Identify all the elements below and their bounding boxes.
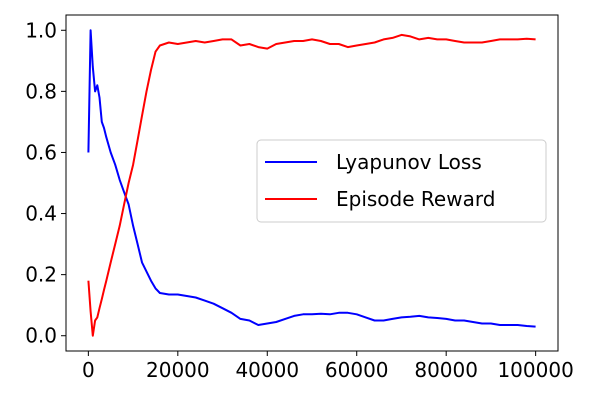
x-tick-label: 100000	[497, 358, 573, 382]
series-line-lyapunov-loss	[87, 29, 536, 328]
y-axis: 0.0 0.2 0.4 0.6 0.8 1.0	[25, 18, 66, 348]
x-tick-label: 20000	[146, 358, 210, 382]
series-line-episode-reward	[87, 33, 536, 337]
plot-frame	[65, 14, 559, 352]
legend-box	[256, 139, 547, 223]
legend: Lyapunov Loss Episode Reward	[256, 139, 547, 223]
y-tick-label: 1.0	[25, 18, 57, 42]
y-tick-label: 0.6	[25, 140, 57, 164]
x-axis: 0 20000 40000 60000 80000 100000	[82, 351, 574, 382]
y-tick-label: 0.0	[25, 324, 57, 348]
series-layer	[87, 29, 536, 337]
legend-label-lyapunov-loss: Lyapunov Loss	[336, 150, 482, 174]
x-tick-label: 40000	[235, 358, 299, 382]
y-tick-label: 0.8	[25, 79, 57, 103]
legend-label-episode-reward: Episode Reward	[336, 187, 495, 211]
y-tick-label: 0.4	[25, 202, 57, 226]
x-tick-label: 0	[82, 358, 95, 382]
x-tick-label: 80000	[414, 358, 478, 382]
x-tick-label: 60000	[325, 358, 389, 382]
y-tick-label: 0.2	[25, 263, 57, 287]
